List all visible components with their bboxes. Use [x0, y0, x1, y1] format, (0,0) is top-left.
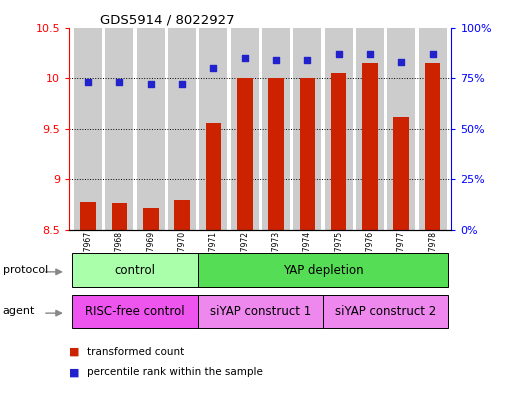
Bar — [199, 28, 227, 230]
Bar — [80, 202, 96, 230]
Point — [272, 57, 280, 63]
Bar — [237, 78, 252, 230]
Bar — [262, 28, 290, 230]
Text: YAP depletion: YAP depletion — [283, 264, 363, 277]
Point — [115, 79, 124, 85]
Text: protocol: protocol — [3, 265, 48, 275]
Point — [366, 51, 374, 57]
Bar — [268, 78, 284, 230]
Text: ■: ■ — [69, 367, 80, 377]
Bar — [206, 123, 221, 230]
Bar — [300, 78, 315, 230]
Text: transformed count: transformed count — [87, 347, 185, 357]
Bar — [72, 295, 198, 328]
Bar — [230, 28, 259, 230]
Point — [209, 65, 218, 71]
Text: RISC-free control: RISC-free control — [85, 305, 185, 318]
Bar — [143, 208, 159, 230]
Bar — [74, 28, 102, 230]
Text: GDS5914 / 8022927: GDS5914 / 8022927 — [100, 13, 234, 26]
Bar — [111, 202, 127, 230]
Bar — [174, 200, 190, 230]
Point — [334, 51, 343, 57]
Text: agent: agent — [3, 307, 35, 316]
Text: percentile rank within the sample: percentile rank within the sample — [87, 367, 263, 377]
Bar — [105, 28, 133, 230]
Text: siYAP construct 2: siYAP construct 2 — [335, 305, 436, 318]
Bar — [293, 28, 322, 230]
Bar — [356, 28, 384, 230]
Text: siYAP construct 1: siYAP construct 1 — [210, 305, 311, 318]
Bar — [198, 295, 323, 328]
Bar — [425, 63, 441, 230]
Point — [303, 57, 311, 63]
Point — [147, 81, 155, 87]
Point — [241, 55, 249, 61]
Bar — [393, 117, 409, 230]
Bar — [168, 28, 196, 230]
Bar — [362, 63, 378, 230]
Bar — [136, 28, 165, 230]
Text: ■: ■ — [69, 347, 80, 357]
Point — [178, 81, 186, 87]
Text: control: control — [114, 264, 155, 277]
Bar — [331, 73, 346, 230]
Bar — [198, 253, 448, 287]
Bar — [419, 28, 447, 230]
Bar — [323, 295, 448, 328]
Point — [84, 79, 92, 85]
Point — [397, 59, 405, 65]
Point — [428, 51, 437, 57]
Bar — [387, 28, 416, 230]
Bar — [325, 28, 353, 230]
Bar — [72, 253, 198, 287]
